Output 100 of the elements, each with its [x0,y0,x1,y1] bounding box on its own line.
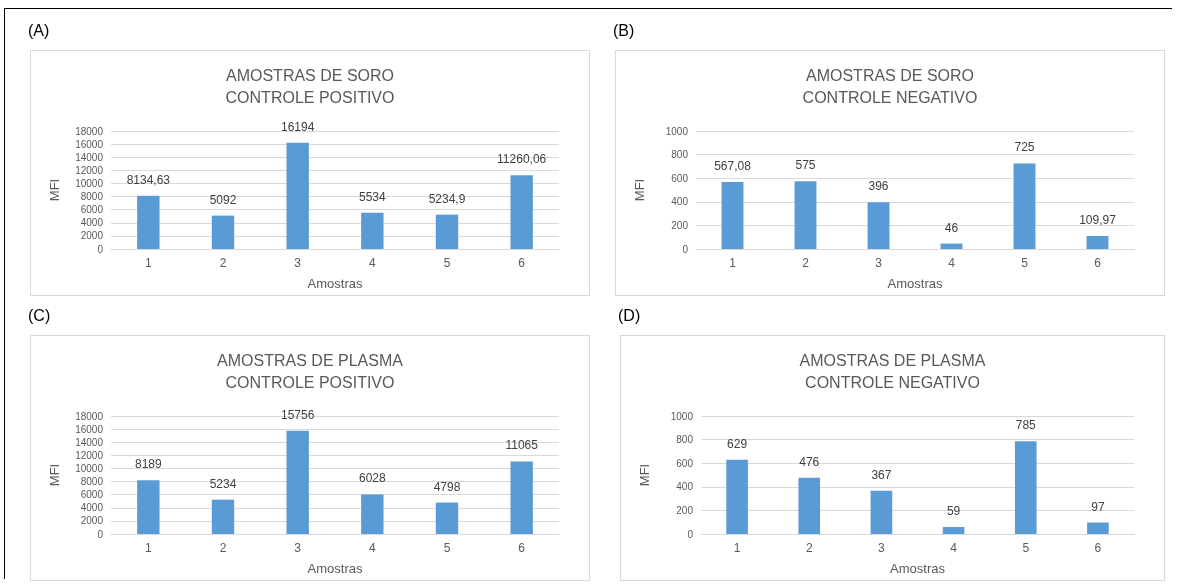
x-tick-label: 3 [294,256,302,270]
y-tick-label: 0 [687,528,694,540]
x-axis-title: Amostras [307,276,363,291]
x-axis-title: Amostras [890,561,946,576]
y-tick-label: 0 [682,243,689,255]
y-tick-label: 14000 [75,436,104,448]
bar [435,214,459,249]
data-label: 567,08 [714,159,752,174]
y-tick-label: 400 [671,196,689,208]
text: (B) [613,22,635,40]
x-tick-label: 5 [1021,256,1029,270]
bar [211,499,235,534]
x-tick-label: 3 [878,541,886,555]
data-label: 46 [944,220,959,235]
y-tick-label: 18000 [75,125,104,137]
x-tick-label: 6 [518,256,526,270]
y-tick-label: 12000 [75,449,104,461]
x-tick-label: 4 [368,541,376,555]
data-label: 785 [1015,418,1037,433]
chart-title: AMOSTRAS DE SORO CONTROLE POSITIVO [225,66,395,106]
x-tick-label: 5 [1022,541,1030,555]
text: (A) [28,22,50,40]
y-tick-label: 2000 [80,515,104,527]
y-tick-label: 4000 [80,217,104,229]
data-label: 725 [1014,140,1035,155]
data-label: 367 [871,467,892,482]
x-tick-label: 4 [948,256,956,270]
data-label: 11065 [505,438,539,453]
y-tick-label: 600 [671,172,689,184]
data-label: 11260,06 [497,152,547,167]
y-tick-label: 14000 [75,151,104,163]
y-tick-label: 1000 [670,410,694,422]
y-tick-label: 200 [676,504,694,516]
y-tick-label: 1000 [665,125,689,137]
x-tick-label: 3 [875,256,883,270]
x-tick-label: 1 [144,256,152,270]
x-tick-label: 1 [733,541,741,555]
data-label: 97 [1091,499,1105,514]
bar [1086,236,1109,249]
y-tick-label: 8000 [80,476,104,488]
y-tick-label: 4000 [80,502,104,514]
chart-title: AMOSTRAS DE PLASMA CONTROLE NEGATIVO [799,351,986,391]
data-label: 15756 [280,407,315,422]
text: (D) [618,307,641,325]
y-tick-label: 400 [676,481,694,493]
y-tick-label: 8000 [80,191,104,203]
y-tick-label: 18000 [75,410,104,422]
bar [435,502,459,534]
y-axis-title: MFI [637,463,652,487]
y-tick-label: 200 [671,219,689,231]
data-label: 5092 [209,192,237,207]
y-axis-title: MFI [47,463,62,487]
y-tick-label: 12000 [75,164,104,176]
data-label: 16194 [280,119,315,134]
y-tick-label: 600 [676,457,694,469]
data-label: 8189 [134,457,162,472]
bar [510,175,533,249]
bar [137,480,160,534]
bar [794,181,817,249]
x-tick-label: 4 [368,256,376,270]
y-tick-label: 800 [676,434,694,446]
x-tick-label: 3 [294,541,302,555]
y-tick-label: 2000 [80,230,104,242]
bar [726,459,748,534]
y-axis-title: MFI [47,178,62,202]
bar [211,215,235,249]
x-tick-label: 6 [518,541,526,555]
bar [798,477,821,534]
bar [361,494,384,534]
bar [361,212,384,249]
data-label: 575 [795,158,816,173]
bar [1087,522,1109,534]
x-tick-label: 1 [729,256,737,270]
y-tick-label: 0 [97,243,104,255]
x-tick-label: 1 [144,541,152,555]
data-label: 4798 [433,479,461,494]
y-axis-title: MFI [632,178,647,202]
bar [510,461,533,534]
y-tick-label: 16000 [75,423,104,435]
x-tick-label: 2 [802,256,810,270]
data-label: 5234,9 [428,191,466,206]
chart-title: AMOSTRAS DE PLASMA CONTROLE POSITIVO [217,351,404,391]
y-tick-label: 6000 [80,204,104,216]
bar [286,430,309,534]
chart-title: AMOSTRAS DE SORO CONTROLE NEGATIVO [802,66,978,106]
bar [867,202,890,249]
y-tick-label: 10000 [75,462,104,474]
data-label: 5234 [209,476,237,491]
data-label: 6028 [358,471,386,486]
x-tick-label: 2 [805,541,813,555]
x-axis-title: Amostras [887,276,943,291]
x-tick-label: 6 [1094,541,1102,555]
data-label: 396 [868,179,889,194]
bar [1014,441,1037,534]
y-tick-label: 800 [671,149,689,161]
text: (C) [28,307,51,325]
data-label: 629 [727,436,748,451]
bar [870,490,893,534]
data-label: 59 [946,504,961,519]
y-tick-label: 10000 [75,177,104,189]
